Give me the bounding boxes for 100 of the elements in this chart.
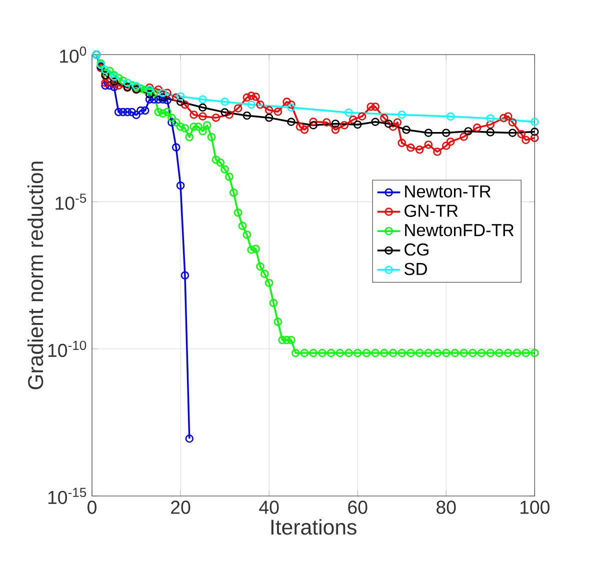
point bbox=[190, 110, 198, 119]
point bbox=[114, 81, 123, 90]
point bbox=[150, 95, 158, 104]
point bbox=[486, 120, 495, 129]
point bbox=[264, 114, 274, 122]
point bbox=[163, 88, 172, 98]
x-axis-title: Iterations bbox=[271, 519, 356, 535]
point bbox=[101, 78, 110, 88]
point bbox=[123, 108, 132, 116]
point bbox=[433, 148, 442, 156]
point bbox=[176, 181, 185, 190]
point bbox=[101, 81, 110, 90]
point bbox=[110, 80, 118, 88]
point bbox=[344, 108, 353, 117]
point bbox=[101, 71, 110, 80]
point bbox=[234, 104, 242, 112]
point bbox=[247, 100, 256, 109]
point bbox=[322, 118, 331, 126]
point bbox=[500, 114, 508, 122]
legend-label: Newton-TR bbox=[405, 185, 491, 198]
point bbox=[402, 126, 410, 134]
point bbox=[252, 92, 260, 101]
point bbox=[145, 90, 154, 98]
y-tick-label: 10$^{-15}$ bbox=[48, 488, 86, 504]
x-tick-label: 40 bbox=[259, 500, 279, 514]
point bbox=[220, 98, 229, 106]
point bbox=[371, 102, 380, 111]
x-tick-label: 0 bbox=[88, 500, 96, 514]
point bbox=[242, 93, 252, 102]
point bbox=[388, 122, 398, 131]
point bbox=[225, 110, 234, 119]
legend-label: NewtonFD-TR bbox=[405, 224, 514, 236]
point bbox=[180, 100, 190, 109]
point bbox=[128, 108, 136, 116]
point bbox=[287, 103, 296, 112]
point bbox=[331, 126, 340, 134]
point bbox=[185, 434, 194, 443]
point bbox=[110, 78, 118, 86]
point bbox=[296, 122, 304, 131]
point bbox=[522, 136, 530, 144]
point bbox=[114, 108, 123, 116]
point bbox=[366, 102, 376, 111]
point bbox=[132, 110, 140, 120]
point bbox=[101, 66, 110, 74]
point bbox=[486, 128, 495, 136]
point bbox=[446, 138, 455, 146]
point bbox=[300, 126, 309, 134]
point bbox=[168, 118, 176, 126]
point bbox=[530, 118, 539, 126]
point bbox=[158, 88, 167, 98]
point bbox=[380, 114, 388, 122]
point bbox=[154, 95, 163, 104]
point bbox=[398, 138, 406, 148]
point bbox=[264, 106, 274, 114]
point bbox=[118, 108, 128, 116]
point bbox=[287, 100, 296, 109]
legend-label: CG bbox=[404, 243, 428, 256]
y-tick-label: 10$^{-5}$ bbox=[56, 194, 86, 210]
point bbox=[172, 93, 180, 102]
point bbox=[176, 98, 185, 106]
point bbox=[212, 114, 220, 122]
point bbox=[508, 128, 517, 137]
y-tick-label: 10$^{0}$ bbox=[60, 46, 86, 63]
x-tick-label: 100 bbox=[520, 500, 550, 514]
point bbox=[464, 127, 472, 136]
point bbox=[331, 120, 340, 128]
point bbox=[486, 114, 495, 123]
point bbox=[140, 106, 150, 115]
point bbox=[198, 95, 207, 104]
point bbox=[340, 121, 348, 130]
legend-label: GN-TR bbox=[404, 204, 458, 217]
point bbox=[176, 92, 185, 101]
point bbox=[110, 82, 118, 92]
point bbox=[163, 96, 172, 104]
x-tick-label: 60 bbox=[348, 500, 368, 514]
point bbox=[517, 130, 526, 138]
y-axis-title: Gradient norm reduction bbox=[27, 162, 44, 390]
point bbox=[446, 112, 455, 121]
point bbox=[309, 118, 318, 126]
point bbox=[371, 118, 380, 126]
point bbox=[424, 140, 433, 149]
point bbox=[220, 108, 229, 116]
point bbox=[282, 98, 291, 106]
point bbox=[287, 118, 296, 126]
point bbox=[442, 128, 450, 137]
point bbox=[424, 128, 433, 137]
point bbox=[530, 134, 539, 142]
point bbox=[145, 95, 154, 104]
point bbox=[508, 118, 517, 126]
point bbox=[393, 118, 402, 126]
legend-label: SD bbox=[404, 262, 427, 276]
point bbox=[530, 128, 539, 136]
point bbox=[274, 108, 282, 116]
point bbox=[358, 112, 366, 120]
point bbox=[398, 110, 406, 119]
point bbox=[198, 112, 207, 120]
point bbox=[154, 85, 163, 94]
point bbox=[136, 106, 145, 115]
point bbox=[349, 116, 358, 124]
point bbox=[256, 100, 264, 109]
